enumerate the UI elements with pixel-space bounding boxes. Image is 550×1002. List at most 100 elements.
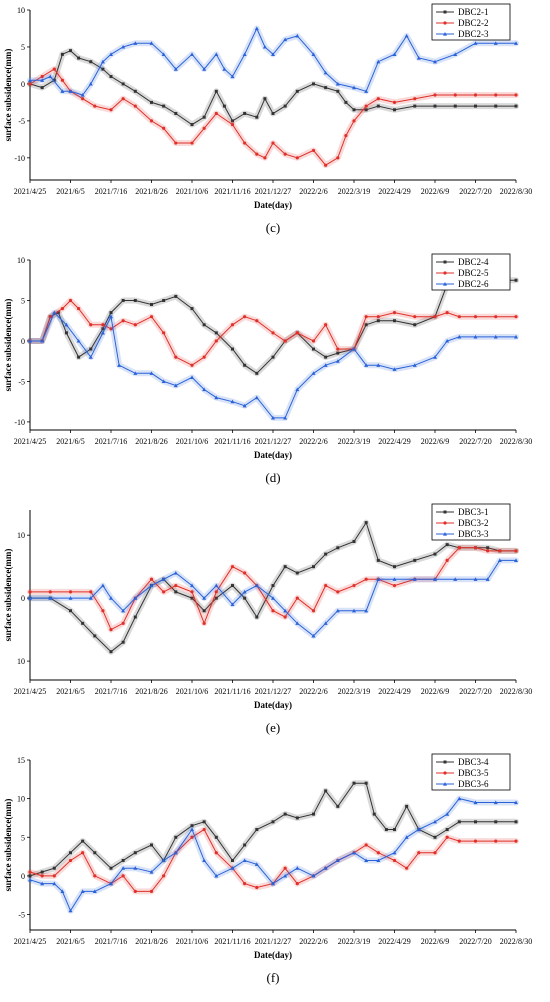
data-point <box>56 311 60 315</box>
data-point <box>174 141 178 145</box>
data-point <box>324 163 328 167</box>
series-DBC3-5 <box>27 826 519 895</box>
data-point <box>457 820 461 824</box>
data-point <box>364 89 369 93</box>
data-point <box>352 119 356 123</box>
panel-label: (f) <box>267 970 280 985</box>
data-point <box>190 824 194 828</box>
series-glow <box>27 309 519 421</box>
chart-panel-f: -5 0 5 10 15 2021/4/25 2021/6/5 2021/7/16 2021/8… <box>0 750 550 1000</box>
legend-label: DBC3-1 <box>458 507 489 517</box>
series-DBC2-3 <box>27 25 519 98</box>
data-point <box>473 839 478 843</box>
panel-label: (d) <box>265 470 280 485</box>
x-tick-label: 2022/7/20 <box>459 937 491 946</box>
data-point <box>311 633 316 638</box>
data-point <box>230 122 235 127</box>
data-point <box>190 52 194 56</box>
chart-svg: -10 -5 0 5 10 2021/4/25 2021/6/5 2021/7/16 2021/… <box>3 3 532 235</box>
data-point <box>324 355 328 359</box>
x-tick-label: 2022/3/19 <box>338 187 370 196</box>
data-point <box>433 93 437 97</box>
x-tick-label: 2021/10/6 <box>176 187 208 196</box>
y-axis-title: surface subsidence(mm) <box>3 49 13 142</box>
data-point <box>453 93 457 97</box>
data-point <box>202 858 207 863</box>
x-axis-title: Date(day) <box>254 700 292 710</box>
data-point <box>413 315 417 319</box>
data-point <box>93 104 97 108</box>
data-point <box>336 89 340 93</box>
data-point <box>162 126 166 130</box>
data-point <box>243 596 247 600</box>
data-point <box>60 889 65 893</box>
legend-label: DBC2-4 <box>458 257 489 267</box>
data-point <box>173 67 178 71</box>
series-DBC2-2 <box>27 66 519 169</box>
data-point <box>352 85 356 90</box>
series-DBC3-3 <box>27 557 519 639</box>
data-point <box>271 141 275 145</box>
data-point <box>28 877 32 882</box>
data-point <box>336 347 340 351</box>
y-tick-label: 0 <box>21 80 25 89</box>
data-point <box>109 52 113 56</box>
data-point <box>473 334 478 339</box>
data-point <box>243 843 247 847</box>
data-point <box>214 596 218 600</box>
data-point <box>498 549 502 553</box>
data-point <box>40 338 45 343</box>
data-point <box>52 881 57 886</box>
x-tick-label: 2021/8/26 <box>135 187 167 196</box>
series-line <box>29 68 516 166</box>
data-point <box>60 52 64 56</box>
data-point <box>283 37 288 42</box>
data-point <box>295 882 299 886</box>
data-point <box>392 583 397 588</box>
data-point <box>364 363 369 367</box>
data-point <box>376 558 380 562</box>
data-point <box>392 858 397 863</box>
data-point <box>202 323 206 327</box>
data-point <box>344 100 348 104</box>
legend-label: DBC3-4 <box>458 757 489 767</box>
data-point <box>474 104 477 108</box>
data-point <box>174 583 178 588</box>
x-axis-title: Date(day) <box>254 450 292 460</box>
data-point <box>413 323 417 327</box>
y-tick-label: 10 <box>17 256 25 265</box>
data-point <box>48 596 53 600</box>
x-tick-label: 2021/4/25 <box>14 687 46 696</box>
data-point <box>392 577 397 581</box>
data-point <box>174 355 178 359</box>
x-tick-label: 2021/7/16 <box>95 187 127 196</box>
data-point <box>243 363 247 367</box>
x-tick-label: 2022/2/6 <box>299 937 327 946</box>
data-point <box>413 104 417 108</box>
data-point <box>202 115 206 119</box>
data-point <box>453 104 457 108</box>
data-point <box>28 82 32 86</box>
x-tick-label: 2021/11/16 <box>214 187 250 196</box>
data-point <box>283 104 287 108</box>
data-point <box>88 81 93 86</box>
legend-swatch-marker <box>443 782 447 786</box>
data-point <box>174 835 178 839</box>
data-point <box>109 596 113 600</box>
data-point <box>121 319 125 323</box>
data-point <box>161 858 166 863</box>
x-tick-label: 2022/4/29 <box>378 937 410 946</box>
y-tick-label: 0 <box>21 872 25 881</box>
data-point <box>254 395 259 400</box>
data-point <box>133 371 138 375</box>
data-point <box>202 621 206 625</box>
data-point <box>93 634 97 638</box>
data-point <box>263 156 267 160</box>
data-point <box>133 615 137 619</box>
data-point <box>174 294 178 298</box>
data-point <box>392 311 397 315</box>
data-point <box>433 104 437 108</box>
legend-swatch-marker <box>443 532 447 536</box>
